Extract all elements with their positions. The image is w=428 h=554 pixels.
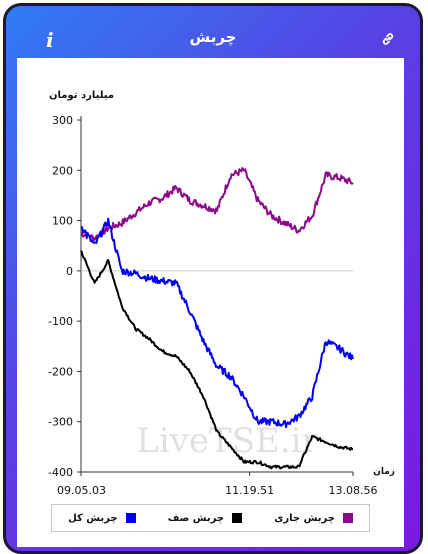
y-tick-label: 200 — [52, 164, 73, 177]
y-axis-unit-label: میلیارد تومان — [49, 90, 115, 101]
y-tick-label: -200 — [48, 365, 73, 378]
y-tick-label: 0 — [66, 265, 73, 278]
chart-card: i چربش میلیارد تومان 300 200 100 0 -100 -200 -… — [3, 3, 423, 554]
legend-label-current: چربش جاری — [274, 512, 335, 524]
y-tick-label: 100 — [52, 215, 73, 228]
legend-item-current[interactable]: چربش جاری — [274, 513, 353, 524]
x-tick-label: 09.05.03 — [57, 484, 106, 497]
link-icon[interactable] — [380, 31, 396, 47]
info-icon[interactable]: i — [46, 28, 54, 52]
legend-item-total[interactable]: چربش کل — [68, 513, 136, 524]
x-tick-label: 11.19.51 — [225, 484, 274, 497]
chart-panel: میلیارد تومان 300 200 100 0 -100 -200 -300 -400… — [17, 58, 404, 547]
header-bar: i چربش — [6, 6, 420, 58]
legend-swatch-current — [342, 513, 353, 523]
legend-item-queue[interactable]: چربش صف — [167, 512, 243, 524]
legend-label-total: چربش کل — [68, 512, 118, 524]
chart-legend: چربش جاری چربش صف چربش کل — [51, 504, 370, 532]
y-tick-label: 300 — [52, 114, 73, 127]
page-title: چربش — [189, 28, 237, 46]
watermark-text: LiveTSE.ir — [136, 421, 318, 461]
x-tick-label: 13.08.56 — [329, 484, 378, 497]
legend-swatch-queue — [232, 513, 243, 523]
legend-swatch-total — [125, 513, 136, 523]
y-tick-label: -100 — [48, 315, 73, 328]
series-line-2 — [80, 217, 354, 429]
legend-label-queue: چربش صف — [167, 512, 225, 524]
series-line-1 — [80, 250, 354, 470]
line-chart: 300 200 100 0 -100 -200 -300 -400 09.05.03 11.19.… — [48, 114, 395, 497]
x-axis-label: زمان — [373, 467, 395, 477]
series-line-0 — [80, 167, 354, 242]
y-tick-label: -300 — [48, 416, 73, 429]
y-tick-label: -400 — [48, 466, 73, 479]
